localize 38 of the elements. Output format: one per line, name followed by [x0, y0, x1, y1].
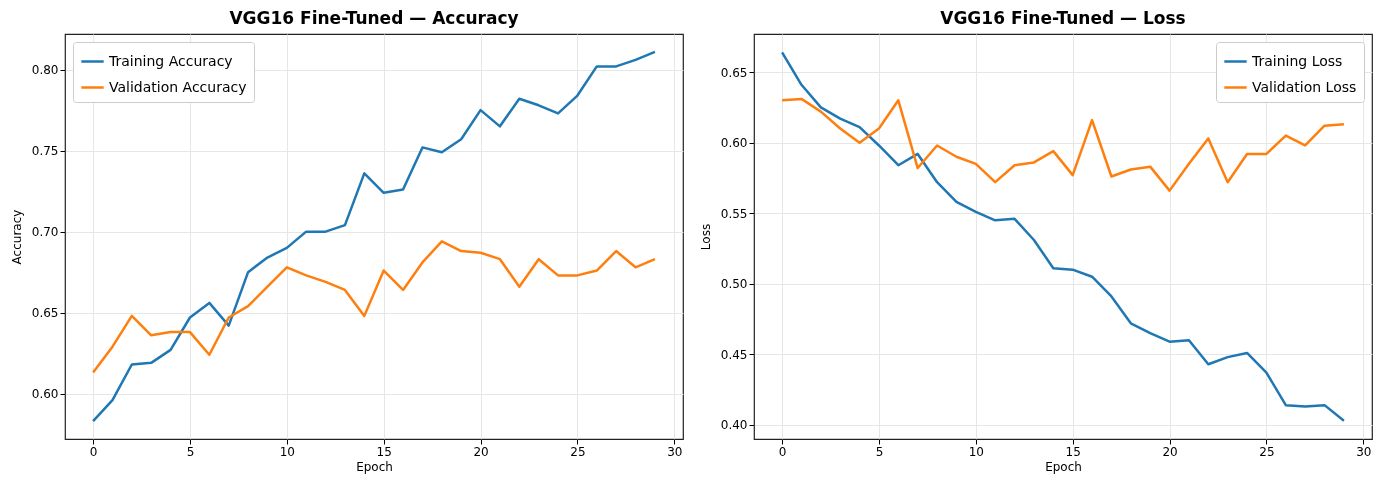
line-series: [91, 50, 657, 423]
x-tick-label: 25: [570, 444, 586, 459]
x-axis-title: Epoch: [356, 459, 393, 474]
y-tick-label: 0.55: [720, 206, 748, 221]
y-tick-label: 0.40: [720, 418, 748, 433]
y-tick-label: 0.45: [720, 347, 748, 362]
y-tick-label: 0.70: [31, 225, 59, 240]
x-tick-label: 5: [875, 444, 884, 459]
x-axis-title: Epoch: [1045, 459, 1082, 474]
y-tick-label: 0.80: [31, 63, 59, 78]
y-tick-label: 0.65: [31, 306, 59, 321]
y-tick-label: 0.75: [31, 144, 59, 159]
x-tick-label: 0: [778, 444, 787, 459]
x-tick-label: 20: [1162, 444, 1178, 459]
x-tick-label: 25: [1259, 444, 1275, 459]
x-tick-label: 30: [667, 444, 683, 459]
x-tick-label: 20: [473, 444, 489, 459]
y-tick-label: 0.60: [720, 136, 748, 151]
legend-label: Validation Loss: [1252, 78, 1357, 95]
legend-label: Training Accuracy: [108, 52, 233, 69]
y-tick-label: 0.65: [720, 65, 748, 80]
x-tick-label: 5: [186, 444, 195, 459]
chart-title: VGG16 Fine-Tuned — Accuracy: [229, 8, 519, 28]
x-tick-label: 10: [279, 444, 295, 459]
legend-label: Training Loss: [1251, 52, 1343, 69]
chart-title: VGG16 Fine-Tuned — Loss: [940, 8, 1186, 28]
y-tick-label: 0.60: [31, 387, 59, 402]
x-tick-label: 15: [376, 444, 392, 459]
x-tick-label: 15: [1065, 444, 1081, 459]
line-series: [780, 97, 1346, 192]
line-series: [91, 240, 657, 374]
legend-label: Validation Accuracy: [109, 78, 247, 95]
x-tick-label: 30: [1356, 444, 1372, 459]
x-tick-label: 0: [89, 444, 98, 459]
y-axis-title: Accuracy: [9, 209, 24, 265]
y-axis-title: Loss: [698, 223, 713, 251]
y-tick-label: 0.50: [720, 277, 748, 292]
x-tick-label: 10: [968, 444, 984, 459]
